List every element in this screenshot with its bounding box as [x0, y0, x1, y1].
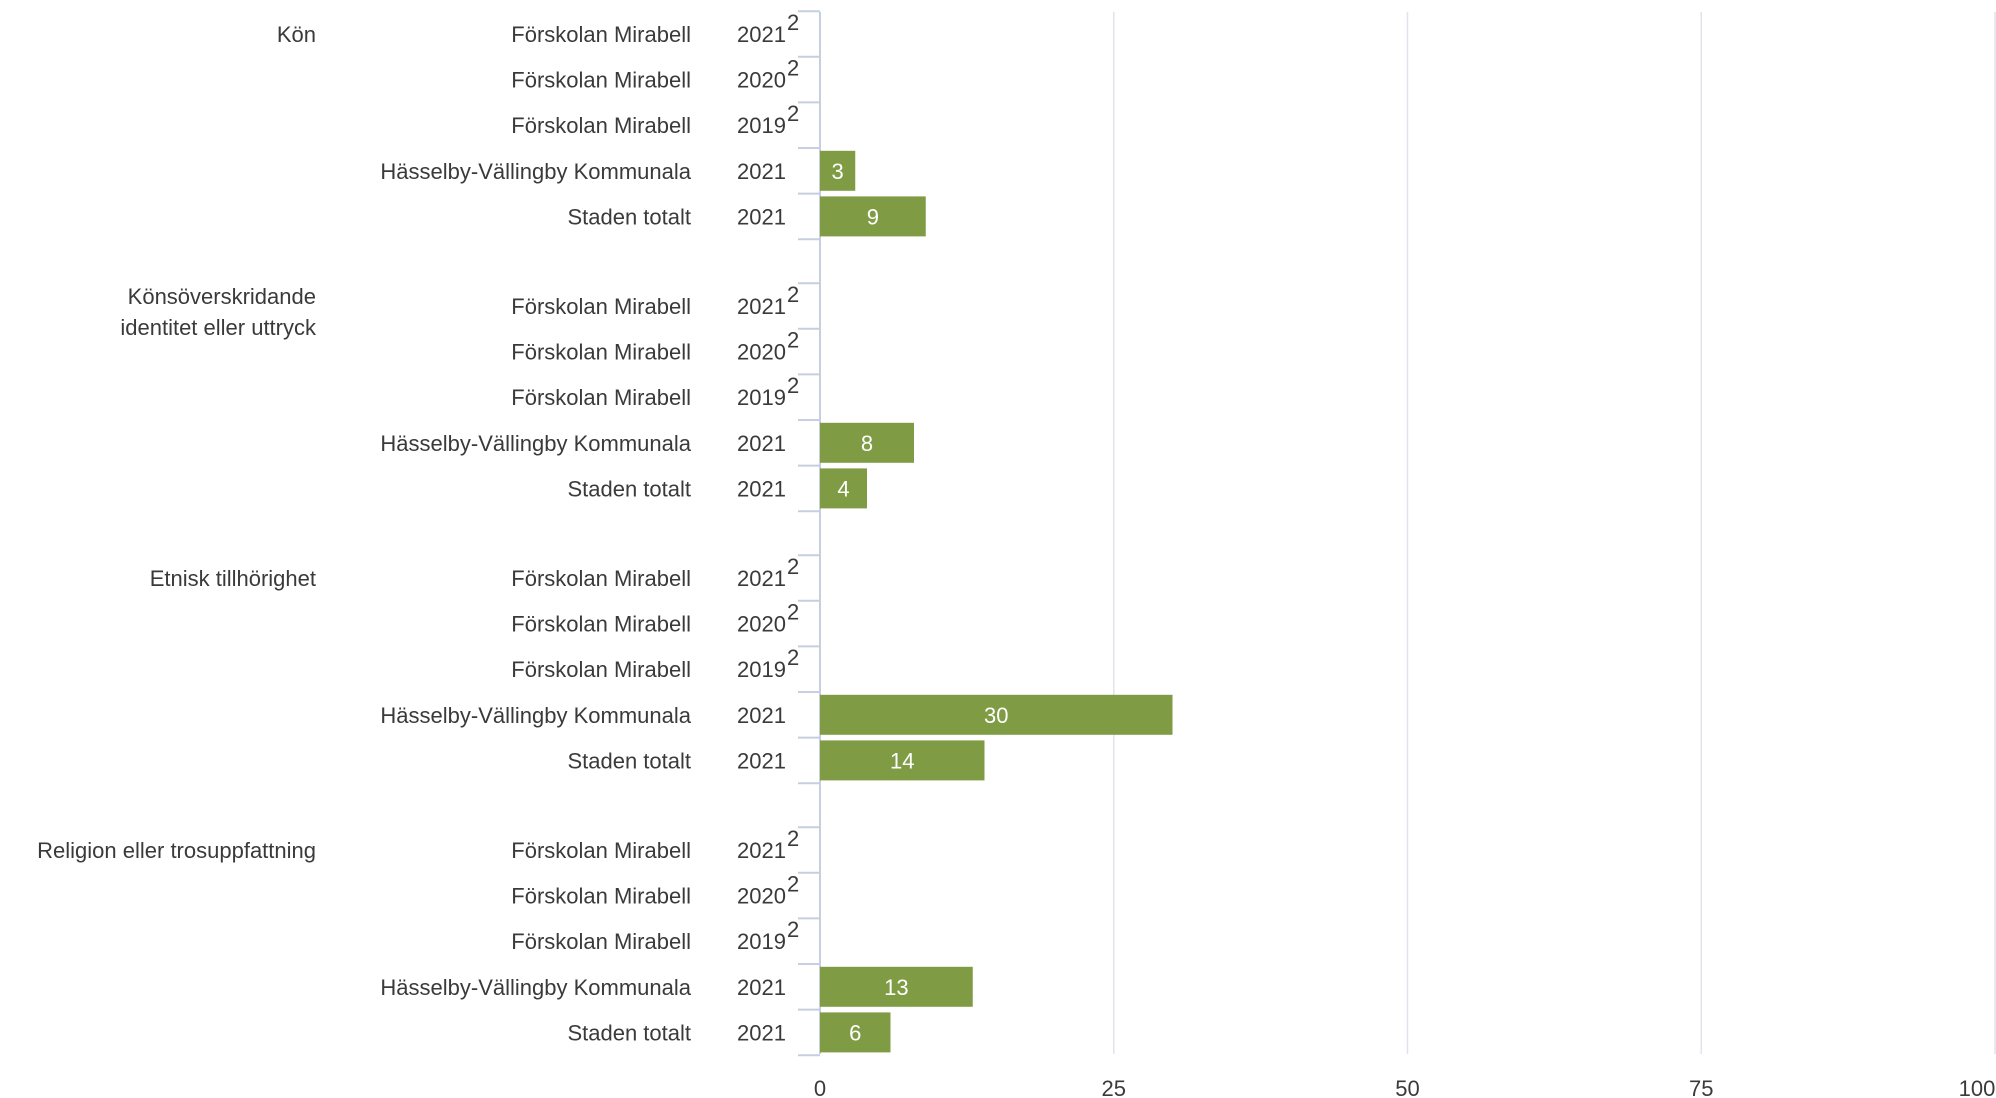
row-name-label: Förskolan Mirabell — [511, 838, 691, 863]
row-year-label: 2019 — [737, 385, 786, 410]
footnote-marker: 2 — [787, 101, 799, 126]
bar-value-label: 9 — [867, 204, 879, 229]
footnote-marker: 2 — [787, 282, 799, 307]
row-year-label: 2021 — [737, 22, 786, 47]
group-label: Kön — [277, 22, 316, 47]
row-year-label: 2021 — [737, 476, 786, 501]
row-name-label: Staden totalt — [567, 204, 691, 229]
row-year-label: 2019 — [737, 929, 786, 954]
bar — [820, 150, 856, 191]
row-name-label: Förskolan Mirabell — [511, 884, 691, 909]
x-tick-label: 0 — [814, 1076, 826, 1098]
row-name-label: Hässelby-Vällingby Kommunala — [380, 431, 691, 456]
footnote-marker: 2 — [787, 645, 799, 670]
row-name-label: Förskolan Mirabell — [511, 929, 691, 954]
grid-layer — [1113, 12, 1996, 1054]
row-name-label: Förskolan Mirabell — [511, 657, 691, 682]
row-name-label: Förskolan Mirabell — [511, 340, 691, 365]
row-year-label: 2019 — [737, 657, 786, 682]
bar-value-label: 14 — [890, 748, 914, 773]
footnote-marker: 2 — [787, 826, 799, 851]
x-tick-label: 25 — [1102, 1076, 1126, 1098]
group-label-line: identitet eller uttryck — [120, 315, 317, 340]
footnote-marker: 2 — [787, 328, 799, 353]
bar — [820, 694, 1173, 735]
row-name-label: Staden totalt — [567, 1020, 691, 1045]
row-year-label: 2020 — [737, 884, 786, 909]
group-label: Religion eller trosuppfattning — [37, 838, 316, 863]
row-name-label: Förskolan Mirabell — [511, 22, 691, 47]
row-name-label: Förskolan Mirabell — [511, 113, 691, 138]
row-name-label: Hässelby-Vällingby Kommunala — [380, 159, 691, 184]
bar-value-label: 13 — [884, 975, 908, 1000]
bar — [820, 1012, 891, 1053]
footnote-marker: 2 — [787, 373, 799, 398]
x-tick-label: 75 — [1689, 1076, 1713, 1098]
row-year-label: 2021 — [737, 566, 786, 591]
footnote-marker: 2 — [787, 917, 799, 942]
bar-value-label: 6 — [849, 1020, 861, 1045]
axis-layer: 0 25 50 75 100 — [798, 10, 1996, 1098]
x-tick-label: 100 — [1959, 1076, 1996, 1098]
row-name-label: Staden totalt — [567, 476, 691, 501]
row-name-label: Förskolan Mirabell — [511, 385, 691, 410]
row-name-label: Förskolan Mirabell — [511, 566, 691, 591]
row-name-label: Förskolan Mirabell — [511, 612, 691, 637]
bar — [820, 422, 914, 463]
bar — [820, 966, 973, 1007]
row-year-label: 2021 — [737, 703, 786, 728]
bar — [820, 468, 867, 509]
footnote-marker: 2 — [787, 56, 799, 81]
row-name-label: Hässelby-Vällingby Kommunala — [380, 975, 691, 1000]
bar-value-label: 3 — [832, 159, 844, 184]
row-year-label: 2021 — [737, 159, 786, 184]
group-label-line: Könsöverskridande — [128, 284, 316, 309]
row-year-label: 2021 — [737, 204, 786, 229]
row-year-label: 2021 — [737, 1020, 786, 1045]
row-year-label: 2020 — [737, 612, 786, 637]
bar-value-label: 30 — [984, 703, 1008, 728]
footnote-marker: 2 — [787, 600, 799, 625]
row-name-label: Förskolan Mirabell — [511, 68, 691, 93]
bar — [820, 196, 926, 237]
footnote-marker: 2 — [787, 872, 799, 897]
row-year-label: 2021 — [737, 294, 786, 319]
group-label: Etnisk tillhörighet — [150, 566, 316, 591]
footnote-marker: 2 — [787, 554, 799, 579]
row-year-label: 2020 — [737, 340, 786, 365]
bar-layer — [820, 150, 1173, 1053]
row-year-label: 2021 — [737, 748, 786, 773]
row-year-label: 2021 — [737, 838, 786, 863]
row-year-label: 2019 — [737, 113, 786, 138]
row-name-label: Hässelby-Vällingby Kommunala — [380, 703, 691, 728]
group-label: Könsöverskridande identitet eller uttryck — [120, 284, 317, 340]
row-year-label: 2021 — [737, 975, 786, 1000]
row-name-label: Förskolan Mirabell — [511, 294, 691, 319]
x-tick-label: 50 — [1395, 1076, 1419, 1098]
bar-value-label: 8 — [861, 431, 873, 456]
bar — [820, 740, 985, 781]
row-name-label: Staden totalt — [567, 748, 691, 773]
row-year-label: 2020 — [737, 68, 786, 93]
bar-value-label: 4 — [837, 476, 849, 501]
footnote-marker: 2 — [787, 10, 799, 35]
row-year-label: 2021 — [737, 431, 786, 456]
